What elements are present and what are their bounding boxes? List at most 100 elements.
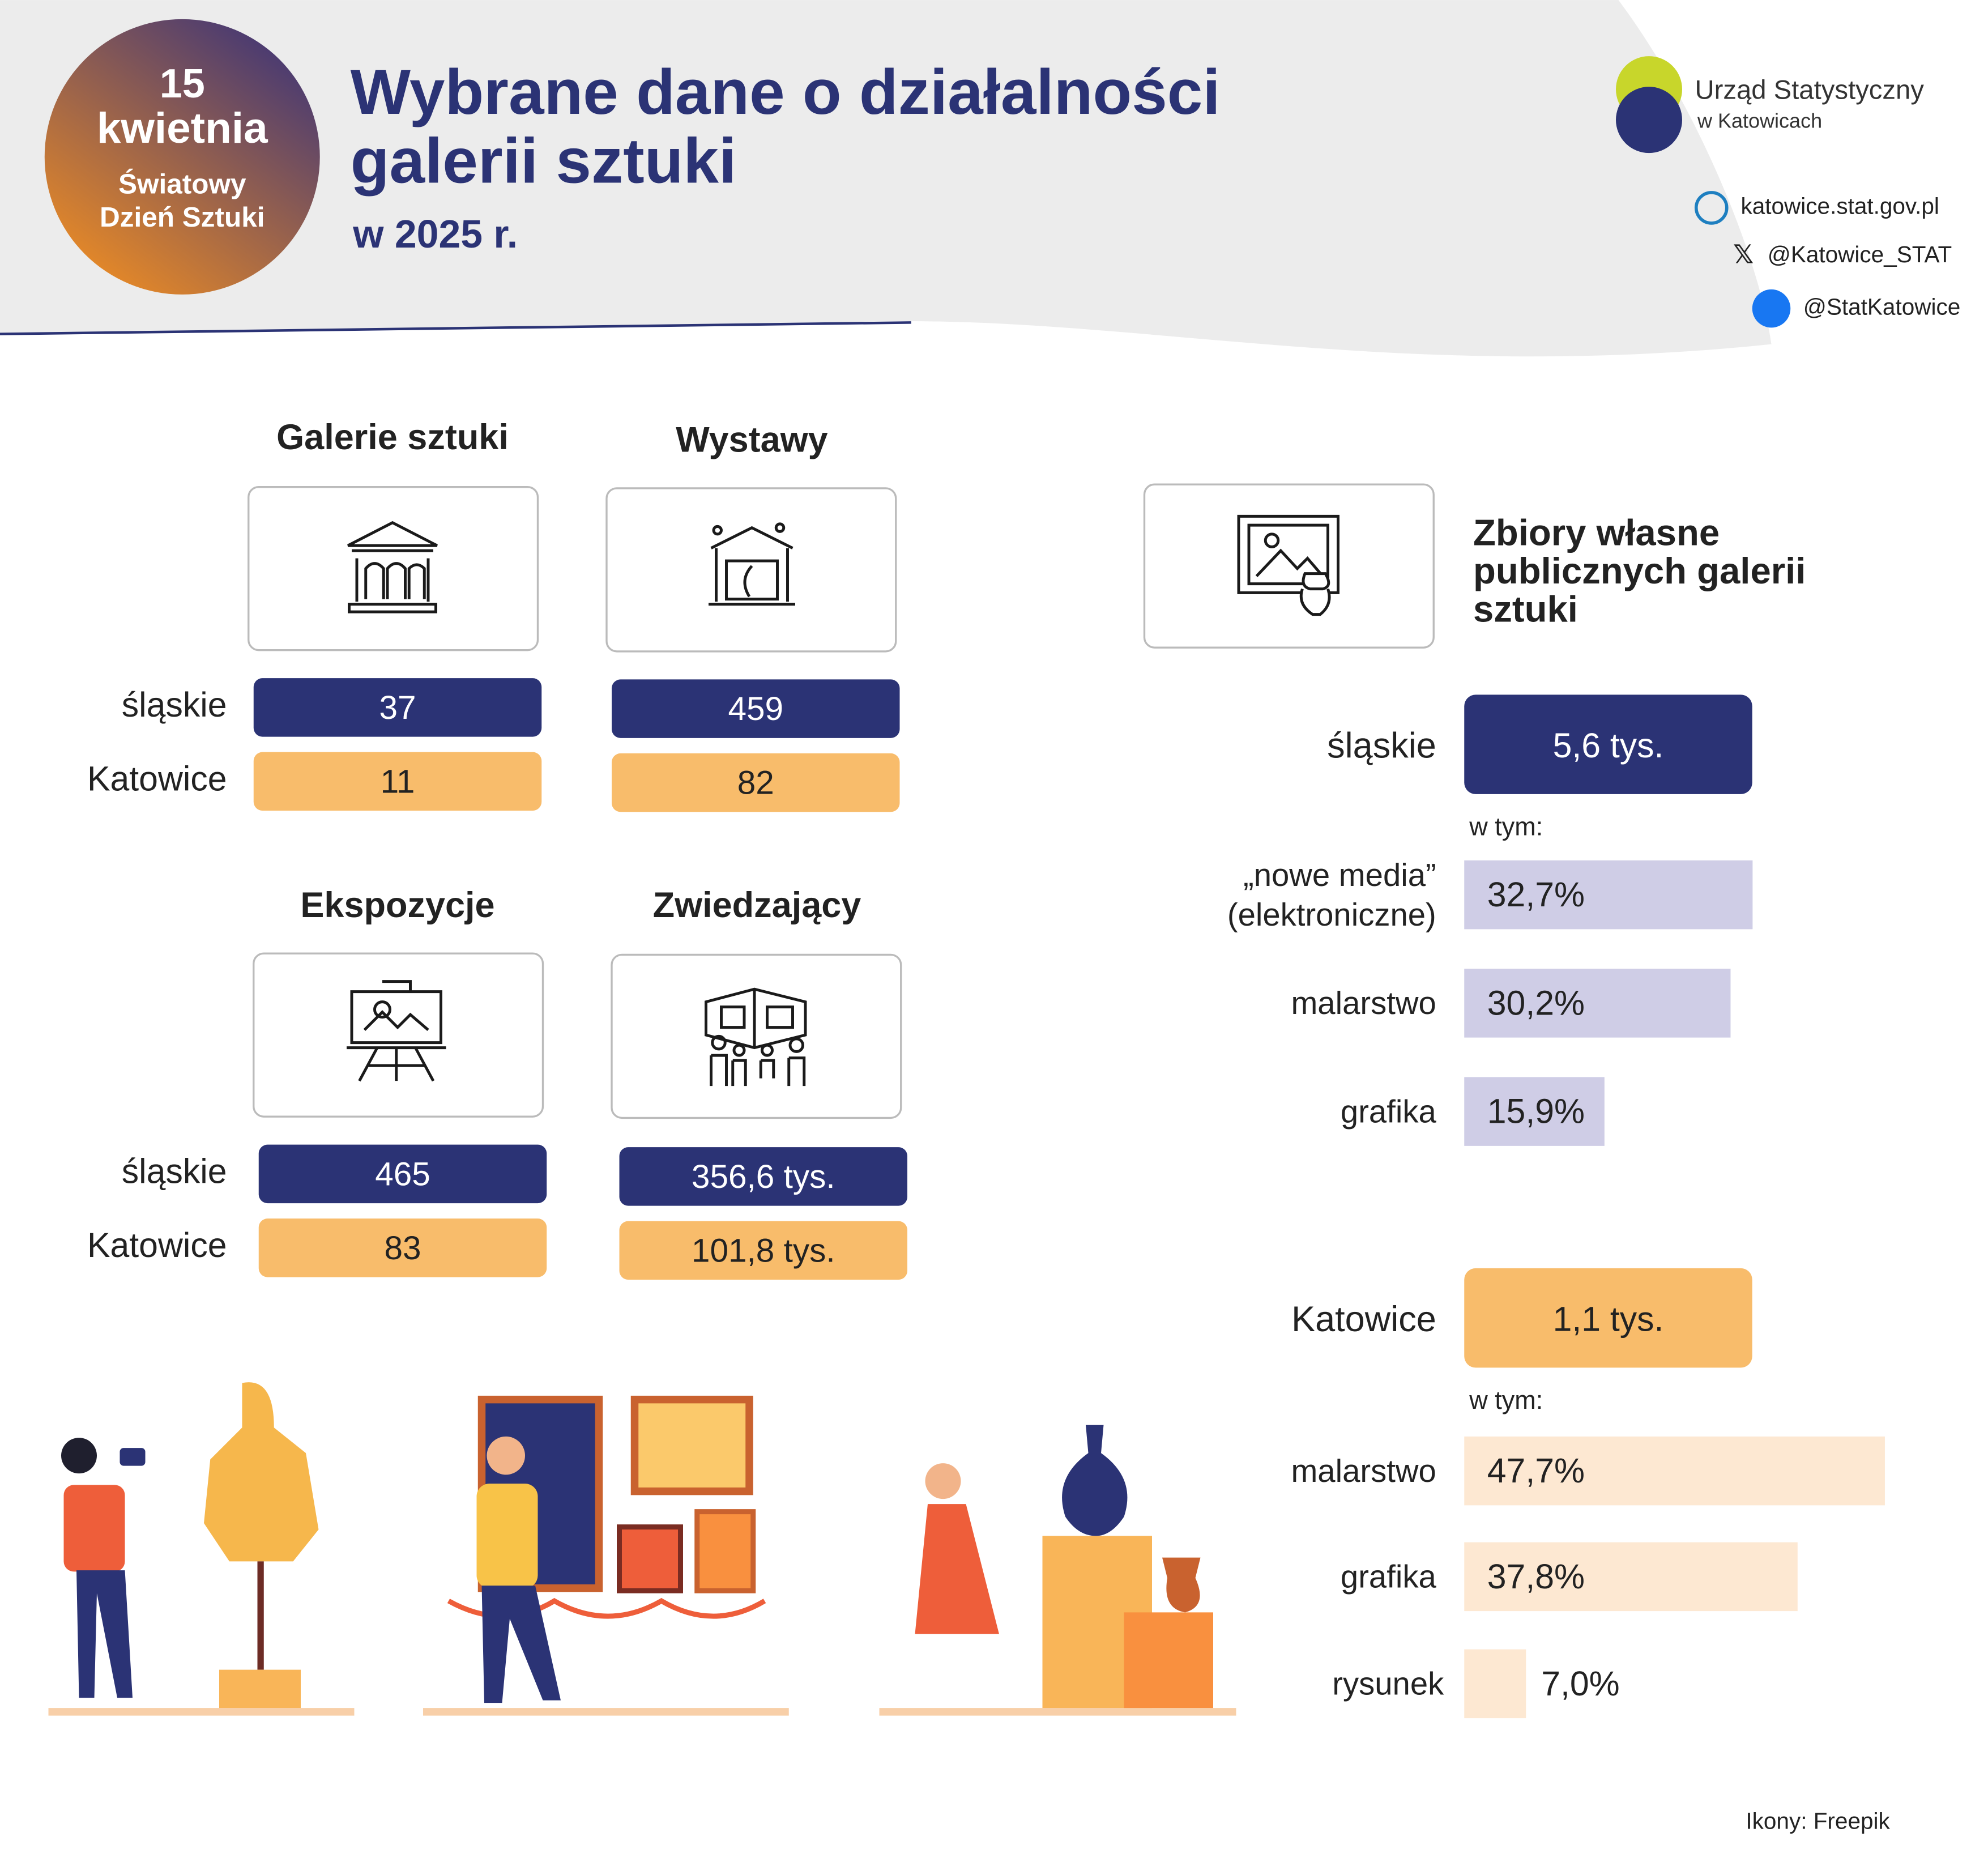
panel-title: Ekspozycje bbox=[300, 885, 494, 925]
badge-line: Dzień Sztuki bbox=[100, 202, 265, 233]
exposition-icon bbox=[347, 980, 446, 1082]
website[interactable]: katowice.stat.gov.pl bbox=[1741, 193, 1939, 219]
share-bar bbox=[1464, 1542, 1798, 1612]
share-label: malarstwo bbox=[1291, 1453, 1436, 1489]
badge-text: 15 kwietnia Światowy Dzień Sztuki bbox=[97, 61, 268, 233]
icon-box bbox=[248, 485, 539, 651]
region-label: Katowice bbox=[1291, 1299, 1436, 1339]
icon-box bbox=[253, 952, 544, 1118]
icon-box bbox=[611, 953, 902, 1119]
floor bbox=[48, 1708, 355, 1716]
total-box bbox=[1464, 694, 1752, 794]
region-label: śląskie bbox=[1327, 726, 1436, 766]
icon-box bbox=[605, 487, 897, 653]
collection-icon bbox=[1237, 514, 1339, 616]
share-value: 15,9% bbox=[1487, 1092, 1585, 1131]
value: 82 bbox=[737, 765, 774, 802]
gallery-icon bbox=[347, 521, 438, 613]
total-box bbox=[1464, 1268, 1752, 1368]
panel-title: Zwiedzający bbox=[653, 885, 861, 925]
person-dress bbox=[915, 1504, 999, 1634]
value: 465 bbox=[375, 1156, 430, 1192]
collections-title: publicznych galerii bbox=[1473, 550, 1806, 591]
row-label: śląskie bbox=[122, 1152, 227, 1190]
x-handle[interactable]: @Katowice_STAT bbox=[1768, 241, 1952, 267]
share-bar bbox=[1464, 969, 1731, 1038]
value: 37 bbox=[379, 689, 416, 726]
vase bbox=[1162, 1557, 1201, 1613]
share-bar bbox=[1464, 860, 1753, 930]
logo: Urząd Statystyczny w Katowicach bbox=[1616, 56, 1925, 154]
value-box bbox=[619, 1147, 907, 1206]
floor bbox=[423, 1708, 789, 1716]
share-label: grafika bbox=[1341, 1559, 1437, 1595]
person-body bbox=[63, 1485, 125, 1572]
value-box bbox=[612, 679, 900, 738]
illustrations bbox=[48, 1382, 1236, 1716]
value-box bbox=[612, 753, 900, 812]
title-line: galerii sztuki bbox=[351, 125, 736, 196]
share-bar bbox=[1464, 1649, 1526, 1719]
logo-circle bbox=[1616, 87, 1682, 154]
vase bbox=[1062, 1425, 1128, 1536]
row-label: śląskie bbox=[122, 685, 227, 724]
subtitle: w 2025 r. bbox=[352, 212, 518, 256]
collections-title: Zbiory własne bbox=[1473, 512, 1720, 553]
painting bbox=[630, 1395, 753, 1495]
institution-city: w Katowicach bbox=[1697, 109, 1822, 133]
institution-name: Urząd Statystyczny bbox=[1695, 75, 1925, 105]
pedestal bbox=[1124, 1612, 1213, 1708]
value-box bbox=[253, 752, 542, 811]
badge-line: Światowy bbox=[118, 168, 246, 200]
note: w tym: bbox=[1469, 1386, 1543, 1414]
person-head bbox=[61, 1438, 97, 1474]
person-body bbox=[476, 1484, 538, 1588]
share-label: (elektroniczne) bbox=[1227, 897, 1436, 932]
exhibition-icon bbox=[709, 522, 795, 606]
facebook-handle[interactable]: @StatKatowice bbox=[1803, 293, 1961, 319]
share-label: rysunek bbox=[1332, 1666, 1444, 1702]
note: w tym: bbox=[1469, 812, 1543, 841]
share-value: 47,7% bbox=[1487, 1451, 1585, 1490]
person-legs bbox=[481, 1586, 561, 1703]
links: katowice.stat.gov.pl 𝕏 @Katowice_STAT @S… bbox=[1694, 191, 1961, 328]
camera bbox=[120, 1448, 146, 1466]
panel-title: Galerie sztuki bbox=[276, 417, 509, 457]
pedestal bbox=[219, 1669, 301, 1708]
value-box bbox=[619, 1221, 907, 1280]
floor bbox=[879, 1708, 1236, 1716]
share-label: grafika bbox=[1341, 1093, 1437, 1129]
footer: Ikony: Freepik bbox=[1746, 1808, 1890, 1834]
share-value: 7,0% bbox=[1541, 1664, 1619, 1703]
panel-title: Wystawy bbox=[676, 420, 827, 460]
share-value: 37,8% bbox=[1487, 1557, 1585, 1596]
share-label: malarstwo bbox=[1291, 985, 1436, 1021]
title: Wybrane dane o działalności galerii sztu… bbox=[351, 56, 1221, 256]
share-value: 30,2% bbox=[1487, 983, 1585, 1022]
icons bbox=[347, 514, 1339, 1086]
value: 83 bbox=[384, 1230, 421, 1267]
value: 459 bbox=[728, 691, 783, 727]
value-box bbox=[258, 1144, 547, 1204]
painting bbox=[694, 1509, 756, 1593]
globe-icon bbox=[1694, 191, 1729, 225]
value: 101,8 tys. bbox=[692, 1232, 835, 1269]
painting bbox=[617, 1524, 683, 1593]
person-head bbox=[925, 1463, 961, 1499]
value: 11 bbox=[381, 763, 415, 800]
share-value: 32,7% bbox=[1487, 875, 1585, 914]
armor-stand bbox=[257, 1561, 264, 1670]
x-icon: 𝕏 bbox=[1733, 240, 1754, 269]
value-box bbox=[253, 678, 542, 737]
share-label: „nowe media” bbox=[1243, 857, 1436, 893]
person-legs bbox=[76, 1570, 133, 1698]
share-bar bbox=[1464, 1077, 1605, 1146]
total: 1,1 tys. bbox=[1553, 1299, 1664, 1338]
title-line: Wybrane dane o działalności bbox=[351, 56, 1221, 127]
badge-month: kwietnia bbox=[97, 104, 268, 152]
value: 356,6 tys. bbox=[692, 1158, 835, 1195]
person-head bbox=[487, 1436, 525, 1475]
share-bar bbox=[1464, 1436, 1885, 1506]
